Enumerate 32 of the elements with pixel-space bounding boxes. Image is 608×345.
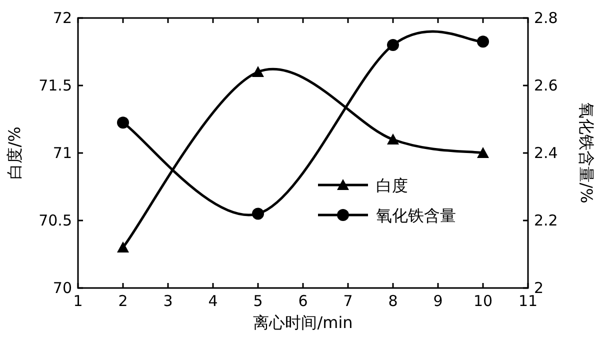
x-tick-label: 4	[208, 292, 218, 310]
y-tick-label: 72	[52, 9, 72, 27]
point	[387, 134, 399, 144]
y2-axis-title: 氧化铁含量/%	[577, 102, 596, 204]
y2-tick-label: 2.8	[534, 9, 558, 27]
point	[252, 208, 264, 220]
y2-tick-label: 2.4	[534, 144, 558, 162]
x-axis-title: 离心时间/min	[253, 313, 353, 332]
x-tick-label: 2	[118, 292, 128, 310]
x-tick-label: 6	[298, 292, 308, 310]
point	[117, 116, 129, 129]
y-tick-label: 70	[52, 279, 72, 297]
point	[477, 36, 489, 48]
y-tick-label: 71.5	[38, 76, 72, 94]
point	[252, 66, 264, 77]
y2-tick-label: 2.6	[534, 76, 558, 94]
y-axis-title: 白度/%	[5, 126, 24, 180]
legend-label: 白度	[376, 176, 408, 195]
x-tick-label: 5	[253, 292, 263, 310]
point	[387, 39, 399, 51]
legend-label: 氧化铁含量	[376, 206, 456, 225]
y2-tick-label: 2.2	[534, 212, 558, 230]
x-tick-label: 9	[433, 292, 443, 310]
point	[477, 147, 489, 158]
point	[117, 242, 129, 252]
y-tick-label: 71	[52, 144, 72, 162]
x-tick-label: 1	[73, 292, 83, 310]
x-tick-label: 3	[163, 292, 173, 310]
x-tick-label: 7	[343, 292, 353, 310]
x-tick-label: 10	[473, 292, 493, 310]
y-tick-label: 70.5	[38, 212, 72, 230]
x-tick-label: 8	[388, 292, 398, 310]
